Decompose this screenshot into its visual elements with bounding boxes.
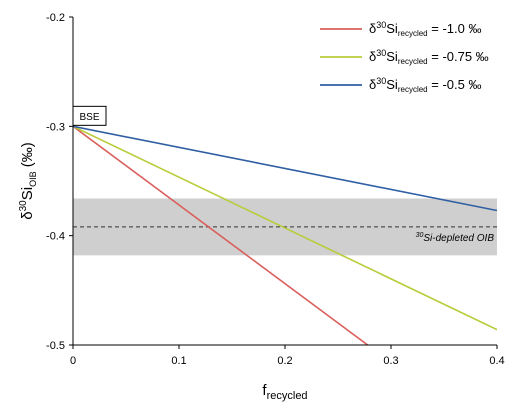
series-line-3 — [73, 125, 497, 212]
y-tick-label: -0.2 — [46, 12, 65, 24]
bse-label: BSE — [79, 112, 99, 123]
axis-titles: frecycled δ30SiOIB (‰) — [18, 142, 308, 402]
x-tick-label: 0.4 — [489, 355, 504, 367]
axes-layer: -0.5 -0.4 -0.3 -0.2 0 0.1 0.2 0.3 0.4 — [46, 12, 505, 367]
x-axis-title: frecycled — [262, 382, 307, 402]
band-layer: 30Si-depleted OIB — [73, 198, 497, 256]
series-line-2 — [73, 125, 497, 331]
legend-label-3: δ30Sirecycled = -0.5 ‰ — [369, 76, 481, 94]
x-tick-label: 0.2 — [277, 355, 292, 367]
x-tick-label: 0.1 — [171, 355, 186, 367]
legend-label-1: δ30Sirecycled = -1.0 ‰ — [369, 20, 481, 38]
y-tick-label: -0.5 — [46, 340, 65, 352]
series-layer — [73, 125, 497, 345]
legend: δ30Sirecycled = -1.0 ‰ δ30Sirecycled = -0… — [320, 20, 489, 94]
series-line-1 — [73, 125, 369, 345]
band-label: 30Si-depleted OIB — [416, 232, 495, 244]
y-axis-title: δ30SiOIB (‰) — [18, 142, 38, 220]
legend-label-2: δ30Sirecycled = -0.75 ‰ — [369, 48, 489, 66]
x-tick-label: 0.3 — [383, 355, 398, 367]
y-tick-label: -0.3 — [46, 121, 65, 133]
x-tick-label: 0 — [70, 355, 76, 367]
annotation-layer: BSE — [72, 105, 107, 126]
y-tick-label: -0.4 — [46, 231, 65, 243]
bse-box — [72, 105, 107, 126]
